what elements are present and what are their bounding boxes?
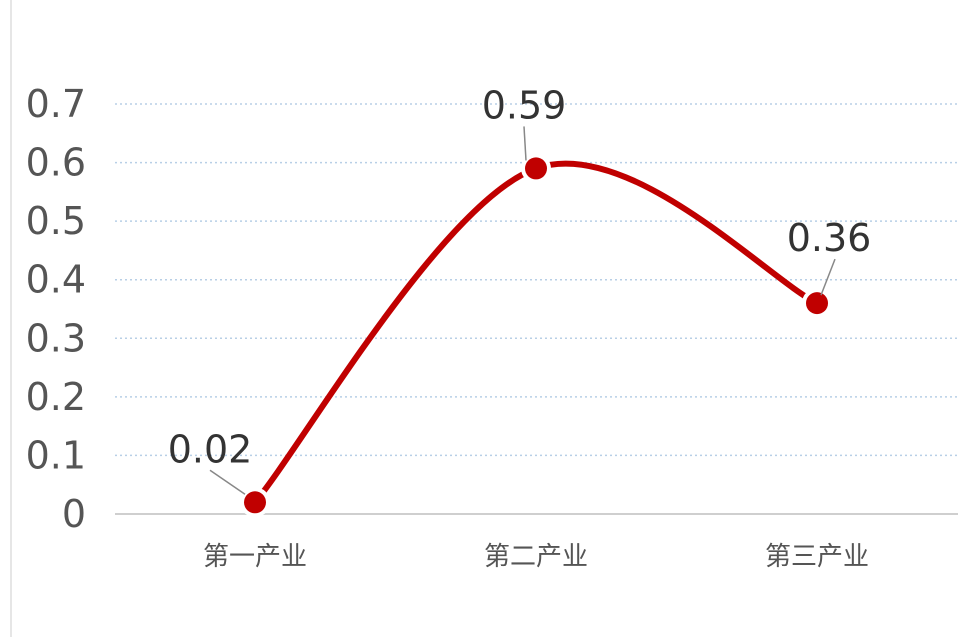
x-tick-label: 第三产业 xyxy=(765,542,869,572)
data-label: 0.59 xyxy=(482,83,567,127)
data-points xyxy=(240,153,832,518)
leader-line xyxy=(209,469,246,495)
y-tick-label: 0.5 xyxy=(26,199,86,243)
y-tick-label: 0.1 xyxy=(26,433,86,477)
y-tick-label: 0.2 xyxy=(26,375,86,419)
chart-frame xyxy=(10,0,972,637)
data-label: 0.02 xyxy=(168,427,253,471)
data-point xyxy=(525,157,547,180)
data-label: 0.36 xyxy=(787,216,872,260)
data-labels: 0.02 0.59 0.36 xyxy=(168,83,872,495)
series-line xyxy=(252,160,820,506)
data-point xyxy=(244,491,266,514)
y-tick-label: 0.7 xyxy=(26,82,86,126)
leader-line xyxy=(820,258,836,296)
y-tick-label: 0.6 xyxy=(26,141,86,185)
x-tick-label: 第一产业 xyxy=(203,542,307,572)
y-tick-label: 0 xyxy=(62,492,86,536)
y-tick-label: 0.3 xyxy=(26,316,86,360)
y-tick-label: 0.4 xyxy=(26,258,86,302)
data-point xyxy=(806,292,828,315)
x-tick-label: 第二产业 xyxy=(484,542,588,572)
leader-line xyxy=(523,126,527,161)
series-line-layer xyxy=(252,160,820,506)
axes: 0 0.1 0.2 0.3 0.4 0.5 0.6 0.7 第一产业 第二产业 第三产业 xyxy=(26,82,958,572)
